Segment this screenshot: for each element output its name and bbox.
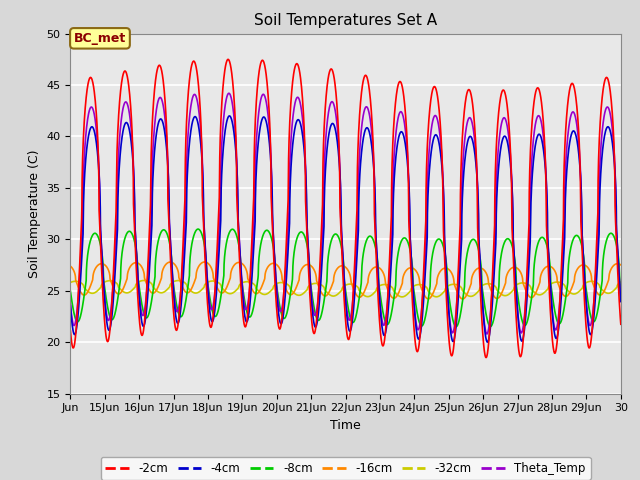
- Line: -4cm: -4cm: [70, 116, 621, 342]
- Legend: -2cm, -4cm, -8cm, -16cm, -32cm, Theta_Temp: -2cm, -4cm, -8cm, -16cm, -32cm, Theta_Te…: [100, 457, 591, 480]
- Theta_Temp: [483, 331, 491, 337]
- -4cm: [122, 120, 129, 126]
- Theta_Temp: [617, 296, 625, 301]
- Theta_Temp: [543, 192, 550, 197]
- Text: BC_met: BC_met: [74, 32, 126, 45]
- -4cm: [484, 339, 492, 345]
- -4cm: [543, 188, 550, 193]
- -4cm: [225, 113, 233, 119]
- Line: -16cm: -16cm: [70, 262, 621, 299]
- -8cm: [194, 226, 202, 232]
- Y-axis label: Soil Temperature (C): Soil Temperature (C): [28, 149, 41, 278]
- -4cm: [67, 303, 74, 309]
- -16cm: [241, 263, 248, 269]
- -32cm: [122, 290, 129, 296]
- Theta_Temp: [512, 280, 520, 286]
- -8cm: [543, 242, 550, 248]
- -4cm: [512, 279, 520, 285]
- -2cm: [609, 129, 617, 135]
- Line: Theta_Temp: Theta_Temp: [70, 93, 621, 334]
- -16cm: [200, 259, 208, 265]
- -2cm: [241, 322, 248, 328]
- X-axis label: Time: Time: [330, 419, 361, 432]
- -2cm: [512, 305, 520, 311]
- Line: -32cm: -32cm: [70, 280, 621, 297]
- -32cm: [609, 288, 617, 294]
- -2cm: [379, 343, 387, 349]
- -32cm: [512, 283, 520, 288]
- -8cm: [609, 232, 617, 238]
- -16cm: [67, 263, 74, 269]
- -8cm: [452, 324, 460, 330]
- -2cm: [543, 228, 550, 234]
- Title: Soil Temperatures Set A: Soil Temperatures Set A: [254, 13, 437, 28]
- -2cm: [67, 328, 74, 334]
- -32cm: [241, 279, 248, 285]
- -4cm: [609, 149, 617, 155]
- -32cm: [140, 277, 148, 283]
- -2cm: [617, 322, 625, 327]
- -2cm: [122, 68, 129, 74]
- -8cm: [241, 297, 248, 302]
- -16cm: [543, 264, 550, 270]
- Theta_Temp: [67, 300, 74, 306]
- -16cm: [459, 296, 467, 302]
- -8cm: [617, 286, 625, 292]
- -4cm: [617, 299, 625, 304]
- -4cm: [241, 311, 248, 316]
- -16cm: [609, 263, 617, 269]
- -16cm: [122, 281, 129, 287]
- -8cm: [122, 234, 129, 240]
- -8cm: [379, 308, 387, 314]
- -16cm: [617, 262, 625, 268]
- Theta_Temp: [379, 321, 387, 326]
- Theta_Temp: [225, 90, 233, 96]
- Line: -8cm: -8cm: [70, 229, 621, 327]
- -32cm: [67, 280, 74, 286]
- -16cm: [512, 264, 520, 270]
- -4cm: [379, 329, 387, 335]
- Theta_Temp: [241, 301, 248, 307]
- -32cm: [543, 288, 550, 293]
- Line: -2cm: -2cm: [70, 60, 621, 358]
- -32cm: [379, 282, 387, 288]
- Theta_Temp: [609, 138, 617, 144]
- -8cm: [67, 288, 74, 294]
- -16cm: [379, 269, 387, 275]
- -32cm: [398, 294, 406, 300]
- -8cm: [512, 264, 520, 270]
- -32cm: [617, 279, 625, 285]
- -2cm: [224, 57, 232, 62]
- -2cm: [482, 355, 490, 360]
- Theta_Temp: [122, 99, 129, 105]
